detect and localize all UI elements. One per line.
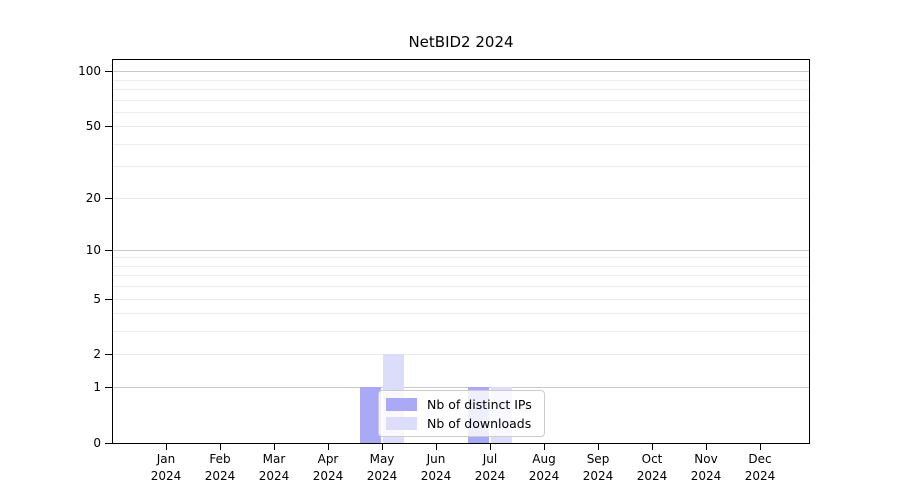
gridline-y-7 (113, 275, 809, 276)
x-tick-label-aug: Aug 2024 (512, 451, 576, 485)
x-tick-may (382, 444, 383, 450)
x-tick-label-month: Mar (262, 452, 286, 466)
x-tick-label-year: 2024 (312, 469, 344, 483)
x-tick-label-oct: Oct 2024 (620, 451, 684, 485)
gridline-y-3 (113, 331, 809, 332)
x-tick-sep (598, 444, 599, 450)
x-tick-label-jan: Jan 2024 (134, 451, 198, 485)
x-tick-label-year: 2024 (204, 469, 236, 483)
y-tick-0 (105, 443, 112, 444)
x-tick-label-month: Dec (748, 452, 772, 466)
gridline-y-40 (113, 144, 809, 145)
x-tick-oct (652, 444, 653, 450)
x-tick-label-month: Sep (586, 452, 610, 466)
x-tick-label-month: Feb (209, 452, 231, 466)
legend-label-downloads: Nb of downloads (427, 415, 532, 431)
x-tick-label-year: 2024 (150, 469, 182, 483)
plot-area (112, 59, 810, 444)
legend-item-distinct-ips: Nb of distinct IPs (386, 396, 536, 412)
gridline-y-10 (113, 250, 809, 251)
x-tick-label-month: May (369, 452, 395, 466)
x-tick-jul (490, 444, 491, 450)
legend-label-distinct-ips: Nb of distinct IPs (427, 396, 532, 412)
y-tick-50 (105, 126, 112, 127)
x-tick-label-month: Apr (317, 452, 339, 466)
gridline-y-1 (113, 387, 809, 388)
gridline-y-50 (113, 126, 809, 127)
gridline-y-6 (113, 286, 809, 287)
y-tick-label-1: 1 (93, 380, 101, 394)
gridline-y-90 (113, 80, 809, 81)
x-tick-label-year: 2024 (420, 469, 452, 483)
x-tick-dec (760, 444, 761, 450)
x-tick-label-year: 2024 (366, 469, 398, 483)
x-tick-label-mar: Mar 2024 (242, 451, 306, 485)
x-tick-jun (436, 444, 437, 450)
x-tick-label-nov: Nov 2024 (674, 451, 738, 485)
y-tick-100 (105, 71, 112, 72)
y-tick-label-0: 0 (93, 436, 101, 450)
y-tick-label-50: 50 (85, 119, 101, 133)
legend-swatch-downloads-icon (386, 416, 417, 430)
gridline-y-4 (113, 313, 809, 314)
gridline-y-30 (113, 166, 809, 167)
x-tick-label-month: Oct (641, 452, 663, 466)
x-tick-nov (706, 444, 707, 450)
x-tick-feb (220, 444, 221, 450)
gridline-y-100 (113, 71, 809, 72)
y-tick-5 (105, 299, 112, 300)
y-tick-20 (105, 198, 112, 199)
x-tick-label-year: 2024 (744, 469, 776, 483)
x-tick-label-month: Jul (482, 452, 498, 466)
y-tick-label-5: 5 (93, 292, 101, 306)
x-tick-label-year: 2024 (636, 469, 668, 483)
y-tick-label-2: 2 (93, 347, 101, 361)
x-tick-label-month: Aug (532, 452, 556, 466)
y-tick-label-20: 20 (85, 191, 101, 205)
bar-nb-of-distinct-ips-may (360, 387, 381, 443)
x-tick-label-month: Jan (156, 452, 176, 466)
x-tick-label-year: 2024 (474, 469, 506, 483)
gridline-y-9 (113, 257, 809, 258)
y-tick-label-100: 100 (78, 64, 101, 78)
x-tick-label-sep: Sep 2024 (566, 451, 630, 485)
gridline-y-8 (113, 266, 809, 267)
x-tick-label-dec: Dec 2024 (728, 451, 792, 485)
x-tick-label-jun: Jun 2024 (404, 451, 468, 485)
chart-title: NetBID2 2024 (408, 33, 514, 51)
x-tick-label-month: Nov (694, 452, 718, 466)
x-tick-aug (544, 444, 545, 450)
x-tick-label-month: Jun (426, 452, 446, 466)
legend-item-downloads: Nb of downloads (386, 415, 536, 431)
gridline-y-70 (113, 100, 809, 101)
y-tick-label-10: 10 (85, 243, 101, 257)
gridline-y-60 (113, 112, 809, 113)
y-tick-1 (105, 387, 112, 388)
gridline-y-80 (113, 89, 809, 90)
x-tick-label-apr: Apr 2024 (296, 451, 360, 485)
gridline-y-20 (113, 198, 809, 199)
x-tick-apr (328, 444, 329, 450)
x-tick-label-year: 2024 (528, 469, 560, 483)
y-tick-2 (105, 354, 112, 355)
x-tick-label-jul: Jul 2024 (458, 451, 522, 485)
x-tick-label-year: 2024 (690, 469, 722, 483)
x-tick-jan (166, 444, 167, 450)
x-tick-label-year: 2024 (582, 469, 614, 483)
y-tick-10 (105, 250, 112, 251)
gridline-y-5 (113, 299, 809, 300)
x-tick-label-may: May 2024 (350, 451, 414, 485)
legend-swatch-distinct-ips-icon (386, 397, 417, 411)
legend: Nb of distinct IPs Nb of downloads (378, 390, 545, 437)
x-tick-mar (274, 444, 275, 450)
gridline-y-2 (113, 354, 809, 355)
x-tick-label-feb: Feb 2024 (188, 451, 252, 485)
x-tick-label-year: 2024 (258, 469, 290, 483)
